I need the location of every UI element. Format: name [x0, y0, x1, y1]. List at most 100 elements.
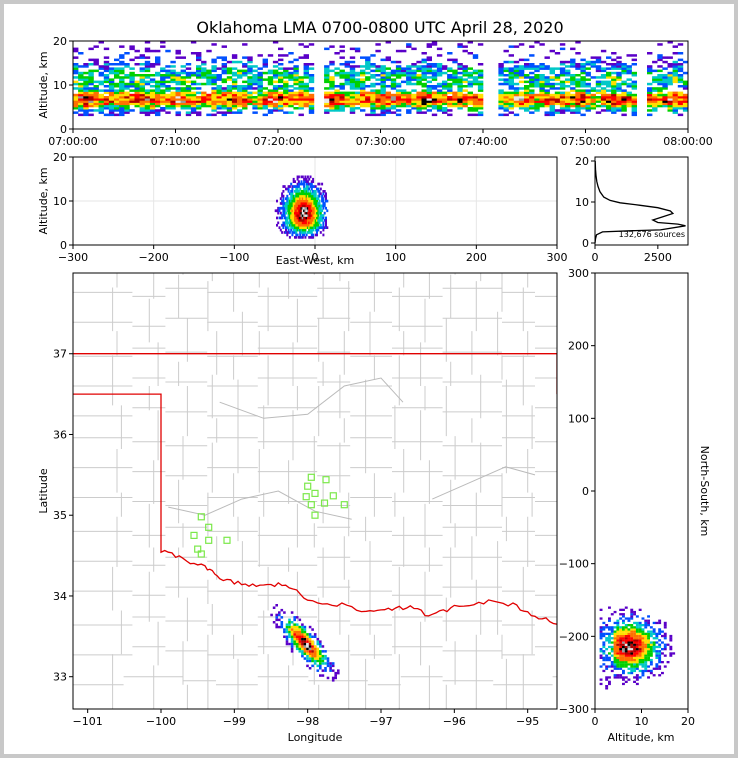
- north-south-cell: [669, 648, 673, 651]
- time-height-cell: [534, 85, 540, 88]
- time-height-cell: [611, 91, 617, 95]
- time-height-cell: [139, 109, 145, 112]
- time-height-cell: [211, 91, 217, 95]
- time-height-cell: [190, 91, 197, 95]
- plan-view-cell: [324, 654, 327, 658]
- east-west-cell: [313, 204, 316, 208]
- time-height-cell: [196, 113, 202, 117]
- north-south-cell: [649, 645, 653, 649]
- time-height-cell: [293, 93, 299, 97]
- north-south-cell: [608, 628, 611, 631]
- time-height-cell: [621, 107, 627, 110]
- time-height-cell: [462, 85, 468, 88]
- plan-view-cell: [293, 635, 296, 638]
- time-height-cell: [252, 100, 258, 103]
- north-south-cell: [599, 634, 603, 638]
- time-height-cell: [278, 102, 284, 106]
- time-height-cell: [211, 76, 217, 79]
- county-line: [73, 586, 557, 596]
- plan-view-cell: [293, 618, 296, 622]
- time-height-cell: [149, 107, 156, 110]
- north-south-cell: [633, 621, 636, 625]
- time-height-cell: [278, 100, 284, 103]
- east-west-cell: [304, 211, 307, 215]
- lma-station-marker: [307, 473, 315, 481]
- east-west-cell: [316, 221, 318, 225]
- time-height-cell: [616, 96, 622, 99]
- time-height-cell: [580, 80, 586, 84]
- north-south-cell: [652, 667, 656, 670]
- plan-view-cell: [275, 618, 278, 622]
- time-height-cell: [211, 43, 217, 46]
- east-west-cell: [312, 223, 315, 227]
- time-height-cell: [119, 45, 125, 48]
- time-height-cell: [129, 71, 135, 75]
- time-height-cell: [201, 93, 207, 97]
- north-south-cell: [613, 654, 617, 657]
- time-height-cell: [524, 100, 530, 103]
- time-height-cell: [565, 78, 571, 81]
- east-west-cell: [299, 197, 302, 200]
- time-height-cell: [575, 91, 581, 95]
- time-height-cell: [534, 78, 540, 81]
- time-height-cell: [144, 49, 151, 53]
- time-height-cell: [436, 65, 443, 68]
- time-height-cell: [508, 85, 514, 88]
- north-south-cell: [627, 678, 631, 681]
- north-south-cell: [633, 665, 636, 668]
- time-height-cell: [570, 82, 576, 86]
- north-south-cell: [638, 661, 642, 664]
- time-height-cell: [442, 87, 448, 90]
- north-south-cell: [635, 674, 639, 677]
- time-height-cell: [436, 107, 443, 110]
- east-west-cell: [310, 182, 313, 186]
- north-south-cell: [610, 663, 614, 666]
- time-height-cell: [73, 63, 79, 66]
- time-height-cell: [436, 54, 443, 57]
- north-south-cell: [622, 634, 625, 638]
- plan-view-cell: [306, 652, 309, 655]
- north-south-cell: [622, 613, 625, 616]
- time-height-cell: [529, 98, 535, 101]
- east-west-cell: [295, 204, 298, 208]
- east-west-cell: [322, 202, 325, 205]
- time-height-cell: [237, 87, 243, 90]
- time-height-cell: [98, 109, 104, 112]
- time-height-cell: [226, 91, 233, 95]
- east-west-cell: [294, 226, 296, 229]
- lma-station-marker: [320, 499, 329, 507]
- time-height-cell: [395, 71, 402, 75]
- east-west-cell: [313, 192, 316, 196]
- time-height-cell: [508, 80, 514, 84]
- north-south-cell: [616, 650, 620, 653]
- time-height-cell: [544, 67, 550, 70]
- east-west-cell: [303, 180, 306, 183]
- time-height-cell: [657, 96, 663, 99]
- time-height-cell: [431, 78, 438, 81]
- time-height-cell: [657, 69, 663, 73]
- north-south-cell: [622, 619, 625, 622]
- north-south-cell: [630, 617, 634, 620]
- time-height-cell: [278, 91, 284, 95]
- time-height-cell: [196, 65, 202, 68]
- time-height-cell: [252, 69, 258, 73]
- time-height-cell: [672, 80, 678, 84]
- time-height-cell: [308, 102, 315, 106]
- east-west-cell: [290, 223, 293, 227]
- time-height-cell: [652, 89, 658, 92]
- time-height-cell: [226, 96, 233, 99]
- time-height-cell: [677, 80, 684, 84]
- east-west-cell: [316, 231, 318, 234]
- north-south-cell: [638, 669, 642, 673]
- time-height-cell: [329, 104, 335, 108]
- time-height-cell: [549, 100, 555, 103]
- north-south-cell: [635, 626, 639, 629]
- time-height-cell: [442, 82, 448, 86]
- time-height-cell: [580, 67, 586, 70]
- time-height-cell: [621, 113, 627, 117]
- time-height-cell: [457, 43, 463, 46]
- east-west-cell: [283, 185, 286, 188]
- time-height-cell: [88, 100, 94, 103]
- time-height-cell: [278, 76, 284, 79]
- time-height-cell: [677, 104, 684, 108]
